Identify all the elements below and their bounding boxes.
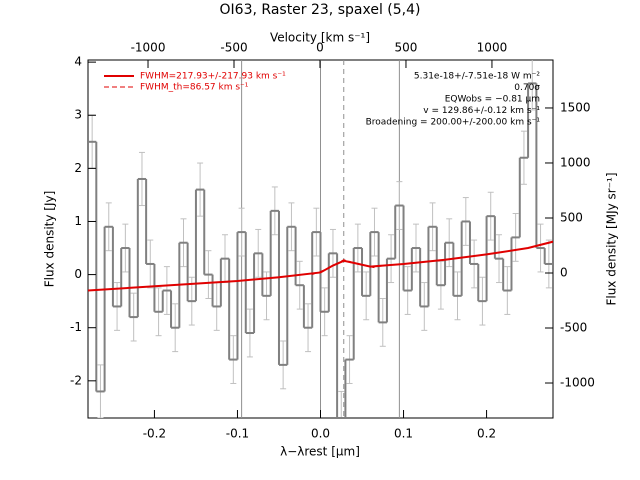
tick-label: -500 — [560, 321, 587, 335]
x2-axis-label: Velocity [km s⁻¹] — [270, 31, 370, 45]
tick-label: 1500 — [560, 100, 591, 114]
tick-label: 0 — [560, 265, 568, 279]
annotation: 5.31e-18+/-7.51e-18 W m⁻² — [414, 72, 541, 82]
tick-label: 1 — [74, 214, 82, 228]
tick-label: 1000 — [477, 41, 508, 55]
fit-line — [88, 240, 553, 292]
chart-title: OI63, Raster 23, spaxel (5,4) — [220, 2, 421, 18]
annotation: 0.70σ — [514, 83, 540, 93]
tick-label: 0 — [74, 267, 82, 281]
y2-axis-label: Flux density [MJy sr⁻¹] — [605, 172, 619, 305]
y-axis-label: Flux density [Jy] — [43, 191, 57, 288]
tick-label: -1 — [70, 320, 82, 334]
legend-label: FWHM_th=86.57 km s⁻¹ — [140, 83, 249, 93]
plot-area — [88, 60, 553, 418]
tick-label: -0.1 — [226, 427, 249, 441]
tick-label: -1000 — [560, 376, 595, 390]
fit-line — [312, 259, 375, 276]
legend-label: FWHM=217.93+/-217.93 km s⁻¹ — [140, 72, 286, 82]
annotation: EQWobs = −0.81 μm — [445, 95, 540, 105]
tick-label: 4 — [74, 55, 82, 69]
tick-label: 1000 — [560, 155, 591, 169]
tick-label: 3 — [74, 108, 82, 122]
tick-label: 2 — [74, 161, 82, 175]
tick-label: 0.2 — [477, 427, 496, 441]
tick-label: 0.0 — [311, 427, 330, 441]
tick-label: -2 — [70, 373, 82, 387]
tick-label: 500 — [560, 210, 583, 224]
annotation: Broadening = 200.00+/-200.00 km s⁻¹ — [366, 118, 541, 128]
tick-label: -1000 — [131, 41, 166, 55]
tick-label: 0 — [316, 41, 324, 55]
tick-label: -500 — [220, 41, 247, 55]
tick-label: 0.1 — [394, 427, 413, 441]
x-axis-label: λ−λrest [μm] — [280, 445, 360, 459]
tick-label: 500 — [395, 41, 418, 55]
annotation: v = 129.86+/-0.12 km s⁻¹ — [423, 106, 540, 116]
tick-label: -0.2 — [143, 427, 166, 441]
